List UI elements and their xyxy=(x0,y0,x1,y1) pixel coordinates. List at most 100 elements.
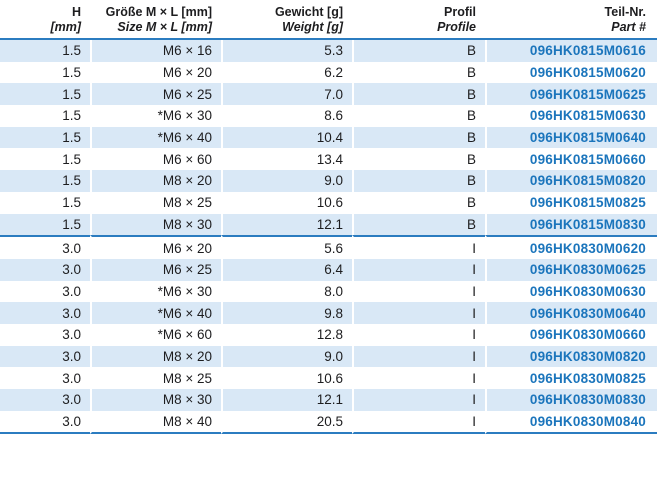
cell-profile: I xyxy=(352,367,485,389)
cell-h: 1.5 xyxy=(0,40,90,62)
cell-profile: B xyxy=(352,40,485,62)
table-row: 1.5 *M6 × 30 8.6 B 096HK0815M0630 xyxy=(0,105,657,127)
table-header: H [mm] Größe M × L [mm] Size M × L [mm] Gewi… xyxy=(0,0,657,40)
cell-size: *M6 × 30 xyxy=(90,105,221,127)
table-row: 1.5 M6 × 16 5.3 B 096HK0815M0616 xyxy=(0,40,657,62)
cell-profile: B xyxy=(352,61,485,84)
cell-profile: B xyxy=(352,105,485,127)
table-row: 1.5 M6 × 60 13.4 B 096HK0815M0660 xyxy=(0,148,657,171)
cell-part: 096HK0830M0630 xyxy=(485,280,657,303)
cell-h: 3.0 xyxy=(0,323,90,346)
table-row: 3.0 M8 × 40 20.5 I 096HK0830M0840 xyxy=(0,410,657,435)
column-header-part: Teil-Nr. Part # xyxy=(485,0,657,40)
column-header-weight-en: Weight [g] xyxy=(282,20,343,34)
cell-weight: 9.0 xyxy=(221,345,352,368)
cell-part: 096HK0830M0840 xyxy=(485,410,657,435)
cell-size: M6 × 20 xyxy=(90,235,221,259)
cell-size: M6 × 25 xyxy=(90,83,221,106)
cell-part: 096HK0815M0616 xyxy=(485,40,657,62)
column-header-size: Größe M × L [mm] Size M × L [mm] xyxy=(90,0,221,40)
cell-size: M8 × 40 xyxy=(90,410,221,435)
cell-h: 3.0 xyxy=(0,302,90,324)
column-header-weight-de: Gewicht [g] xyxy=(274,5,343,19)
cell-profile: B xyxy=(352,148,485,171)
cell-h: 3.0 xyxy=(0,345,90,368)
table-row: 3.0 M6 × 25 6.4 I 096HK0830M0625 xyxy=(0,258,657,281)
cell-size: M6 × 16 xyxy=(90,40,221,62)
table-row: 3.0 M8 × 20 9.0 I 096HK0830M0820 xyxy=(0,345,657,368)
cell-part: 096HK0830M0640 xyxy=(485,302,657,324)
cell-weight: 12.1 xyxy=(221,213,352,236)
cell-profile: I xyxy=(352,389,485,411)
cell-weight: 6.4 xyxy=(221,258,352,281)
cell-h: 3.0 xyxy=(0,235,90,259)
table-row: 1.5 M6 × 25 7.0 B 096HK0815M0625 xyxy=(0,83,657,106)
cell-size: *M6 × 30 xyxy=(90,280,221,303)
cell-size: M6 × 20 xyxy=(90,61,221,84)
cell-weight: 7.0 xyxy=(221,83,352,106)
cell-part: 096HK0815M0630 xyxy=(485,105,657,127)
cell-size: *M6 × 40 xyxy=(90,126,221,149)
table-row: 3.0 *M6 × 40 9.8 I 096HK0830M0640 xyxy=(0,302,657,324)
cell-size: M8 × 25 xyxy=(90,367,221,389)
table-row: 1.5 M8 × 20 9.0 B 096HK0815M0820 xyxy=(0,170,657,192)
cell-h: 1.5 xyxy=(0,126,90,149)
cell-weight: 12.8 xyxy=(221,323,352,346)
cell-size: M8 × 20 xyxy=(90,345,221,368)
cell-h: 1.5 xyxy=(0,170,90,192)
column-header-size-en: Size M × L [mm] xyxy=(117,20,212,34)
cell-weight: 6.2 xyxy=(221,61,352,84)
cell-weight: 8.6 xyxy=(221,105,352,127)
cell-profile: B xyxy=(352,83,485,106)
cell-weight: 13.4 xyxy=(221,148,352,171)
cell-weight: 5.6 xyxy=(221,235,352,259)
cell-weight: 9.0 xyxy=(221,170,352,192)
cell-h: 1.5 xyxy=(0,191,90,214)
cell-part: 096HK0830M0820 xyxy=(485,345,657,368)
cell-h: 3.0 xyxy=(0,258,90,281)
column-header-weight: Gewicht [g] Weight [g] xyxy=(221,0,352,40)
header-row: H [mm] Größe M × L [mm] Size M × L [mm] Gewi… xyxy=(0,0,657,40)
cell-size: M8 × 30 xyxy=(90,389,221,411)
cell-profile: B xyxy=(352,170,485,192)
cell-part: 096HK0830M0660 xyxy=(485,323,657,346)
cell-profile: I xyxy=(352,302,485,324)
cell-size: M6 × 25 xyxy=(90,258,221,281)
cell-weight: 20.5 xyxy=(221,410,352,435)
table-row: 3.0 M6 × 20 5.6 I 096HK0830M0620 xyxy=(0,235,657,259)
cell-weight: 5.3 xyxy=(221,40,352,62)
table-row: 1.5 M8 × 30 12.1 B 096HK0815M0830 xyxy=(0,213,657,236)
column-header-profile-de: Profil xyxy=(444,5,476,19)
cell-part: 096HK0815M0830 xyxy=(485,213,657,236)
column-header-profile: Profil Profile xyxy=(352,0,485,40)
cell-h: 3.0 xyxy=(0,410,90,435)
cell-weight: 12.1 xyxy=(221,389,352,411)
cell-weight: 8.0 xyxy=(221,280,352,303)
cell-profile: I xyxy=(352,280,485,303)
cell-part: 096HK0830M0825 xyxy=(485,367,657,389)
cell-profile: B xyxy=(352,126,485,149)
cell-h: 1.5 xyxy=(0,148,90,171)
cell-weight: 10.6 xyxy=(221,191,352,214)
cell-size: M6 × 60 xyxy=(90,148,221,171)
cell-h: 1.5 xyxy=(0,83,90,106)
cell-h: 1.5 xyxy=(0,105,90,127)
cell-part: 096HK0830M0620 xyxy=(485,235,657,259)
column-header-size-de: Größe M × L [mm] xyxy=(105,5,212,19)
cell-weight: 10.4 xyxy=(221,126,352,149)
cell-profile: B xyxy=(352,191,485,214)
cell-profile: I xyxy=(352,345,485,368)
table-row: 1.5 M8 × 25 10.6 B 096HK0815M0825 xyxy=(0,191,657,214)
cell-h: 1.5 xyxy=(0,213,90,236)
cell-profile: B xyxy=(352,213,485,236)
cell-size: M8 × 25 xyxy=(90,191,221,214)
table-row: 1.5 *M6 × 40 10.4 B 096HK0815M0640 xyxy=(0,126,657,149)
cell-h: 3.0 xyxy=(0,389,90,411)
column-header-profile-en: Profile xyxy=(437,20,476,34)
cell-size: M8 × 30 xyxy=(90,213,221,236)
cell-weight: 9.8 xyxy=(221,302,352,324)
column-header-h-de: H xyxy=(71,5,81,19)
cell-profile: I xyxy=(352,323,485,346)
cell-size: M8 × 20 xyxy=(90,170,221,192)
